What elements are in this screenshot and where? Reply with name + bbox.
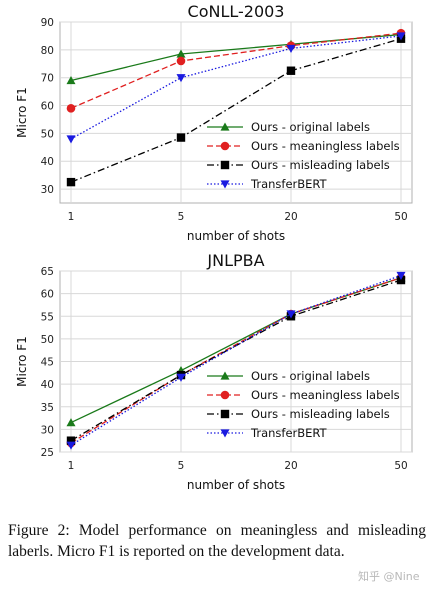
conll-2003-legend-ours-misleading-labels-label: Ours - misleading labels — [251, 158, 390, 172]
jnlpba-ours-original-labels-line — [70, 277, 402, 424]
jnlpba-ours-misleading-labels-point — [66, 436, 76, 445]
conll-2003-y-tick-label: 30 — [41, 184, 54, 196]
conll-2003-x-tick-label: 20 — [284, 211, 297, 223]
conll-2003-ours-meaningless-labels-line — [70, 32, 402, 109]
conll-2003-y-tick-label: 50 — [41, 128, 54, 140]
conll-2003-ours-meaningless-labels-point — [176, 56, 186, 66]
figure-caption: Figure 2: Model performance on meaningle… — [8, 522, 426, 560]
jnlpba-transferbert-point — [66, 441, 76, 450]
jnlpba-x-axis-label: number of shots — [187, 478, 285, 492]
jnlpba-ours-misleading-labels-point — [396, 275, 406, 285]
jnlpba-legend-transferbert-marker — [220, 429, 230, 438]
jnlpba-transferbert-point — [286, 310, 296, 319]
jnlpba-y-tick-label: 45 — [41, 357, 54, 369]
conll-2003-ours-misleading-labels-point — [286, 66, 296, 75]
watermark: 知乎 @Nine — [358, 570, 420, 583]
jnlpba-y-tick-label: 50 — [41, 334, 54, 346]
jnlpba-ours-meaningless-labels-line — [70, 277, 402, 444]
conll-2003-plot-area — [59, 21, 413, 204]
jnlpba-transferbert-point — [396, 271, 406, 281]
conll-2003-ours-original-labels-line — [70, 33, 402, 82]
conll-2003-legend-transferbert-marker — [220, 180, 230, 189]
conll-2003-y-tick-label: 70 — [41, 73, 54, 85]
conll-2003-ours-original-labels-point — [66, 75, 76, 85]
jnlpba-y-tick-label: 60 — [41, 289, 54, 301]
jnlpba-x-tick-label: 20 — [284, 460, 297, 472]
jnlpba-legend-transferbert-label: TransferBERT — [250, 426, 328, 440]
conll-2003-y-axis-label: Micro F1 — [15, 87, 29, 138]
conll-2003-ours-misleading-labels-point — [66, 177, 76, 187]
conll-2003-transferbert-point — [396, 32, 406, 41]
conll-chart: 30 40 50 60 70 80 90 1 5 20 50 CoNLL-2003 number of … — [15, 2, 413, 243]
conll-2003-x-tick-label: 50 — [394, 211, 407, 223]
conll-2003-ours-misleading-labels-point — [176, 133, 186, 142]
jnlpba-y-tick-label: 65 — [41, 266, 54, 278]
jnlpba-transferbert-line — [70, 274, 402, 446]
conll-2003-title: CoNLL-2003 — [188, 2, 285, 21]
jnlpba-legend-ours-misleading-labels-label: Ours - misleading labels — [251, 407, 390, 421]
conll-2003-y-tick-label: 60 — [41, 101, 54, 113]
conll-2003-legend-ours-original-labels-label: Ours - original labels — [251, 120, 370, 134]
jnlpba-legend-ours-misleading-labels-marker — [220, 409, 230, 419]
conll-2003-x-axis-label: number of shots — [187, 229, 285, 243]
jnlpba-y-tick-label: 40 — [41, 379, 54, 391]
conll-2003-legend-ours-meaningless-labels-label: Ours - meaningless labels — [251, 139, 400, 153]
jnlpba-x-tick-label: 1 — [68, 460, 75, 472]
jnlpba-legend-ours-meaningless-labels-marker — [220, 390, 230, 400]
conll-2003-y-tick-label: 40 — [41, 156, 54, 168]
conll-2003-ours-misleading-labels-line — [70, 38, 402, 183]
jnlpba-x-tick-label: 50 — [394, 460, 407, 472]
conll-2003-y-tick-label: 90 — [41, 17, 54, 29]
jnlpba-legend-ours-meaningless-labels-label: Ours - meaningless labels — [251, 388, 400, 402]
conll-2003-transferbert-point — [176, 74, 186, 83]
jnlpba-legend-ours-original-labels-label: Ours - original labels — [251, 369, 370, 383]
jnlpba-ours-original-labels-point — [66, 418, 76, 427]
conll-2003-y-tick-label: 80 — [41, 45, 54, 57]
conll-2003-legend-ours-meaningless-labels-marker — [220, 141, 230, 151]
conll-2003-x-tick-label: 5 — [178, 211, 185, 223]
jnlpba-legend-ours-original-labels-marker — [220, 371, 230, 380]
jnlpba-y-tick-label: 35 — [41, 402, 54, 414]
conll-2003-ours-meaningless-labels-point — [66, 104, 76, 113]
conll-2003-transferbert-line — [70, 35, 402, 140]
conll-2003-x-tick-label: 1 — [68, 211, 75, 223]
conll-2003-ours-original-labels-point — [176, 49, 186, 58]
conll-2003-transferbert-point — [66, 135, 76, 144]
jnlpba-y-tick-label: 25 — [41, 447, 54, 459]
jnlpba-transferbert-point — [176, 373, 186, 382]
jnlpba-title: JNLPBA — [206, 251, 264, 270]
conll-2003-legend-transferbert-label: TransferBERT — [250, 177, 328, 191]
jnlpba-x-tick-label: 5 — [178, 460, 185, 472]
jnlpba-y-tick-label: 30 — [41, 424, 54, 436]
jnlpba-chart: 25 30 35 40 45 50 55 60 65 1 5 20 50 JNLPBA number of … — [15, 251, 413, 492]
jnlpba-y-tick-label: 55 — [41, 311, 54, 323]
conll-2003-legend-ours-original-labels-marker — [220, 122, 230, 131]
conll-2003-legend-ours-misleading-labels-marker — [220, 160, 230, 170]
conll-2003-transferbert-point — [286, 44, 296, 53]
jnlpba-y-axis-label: Micro F1 — [15, 336, 29, 387]
